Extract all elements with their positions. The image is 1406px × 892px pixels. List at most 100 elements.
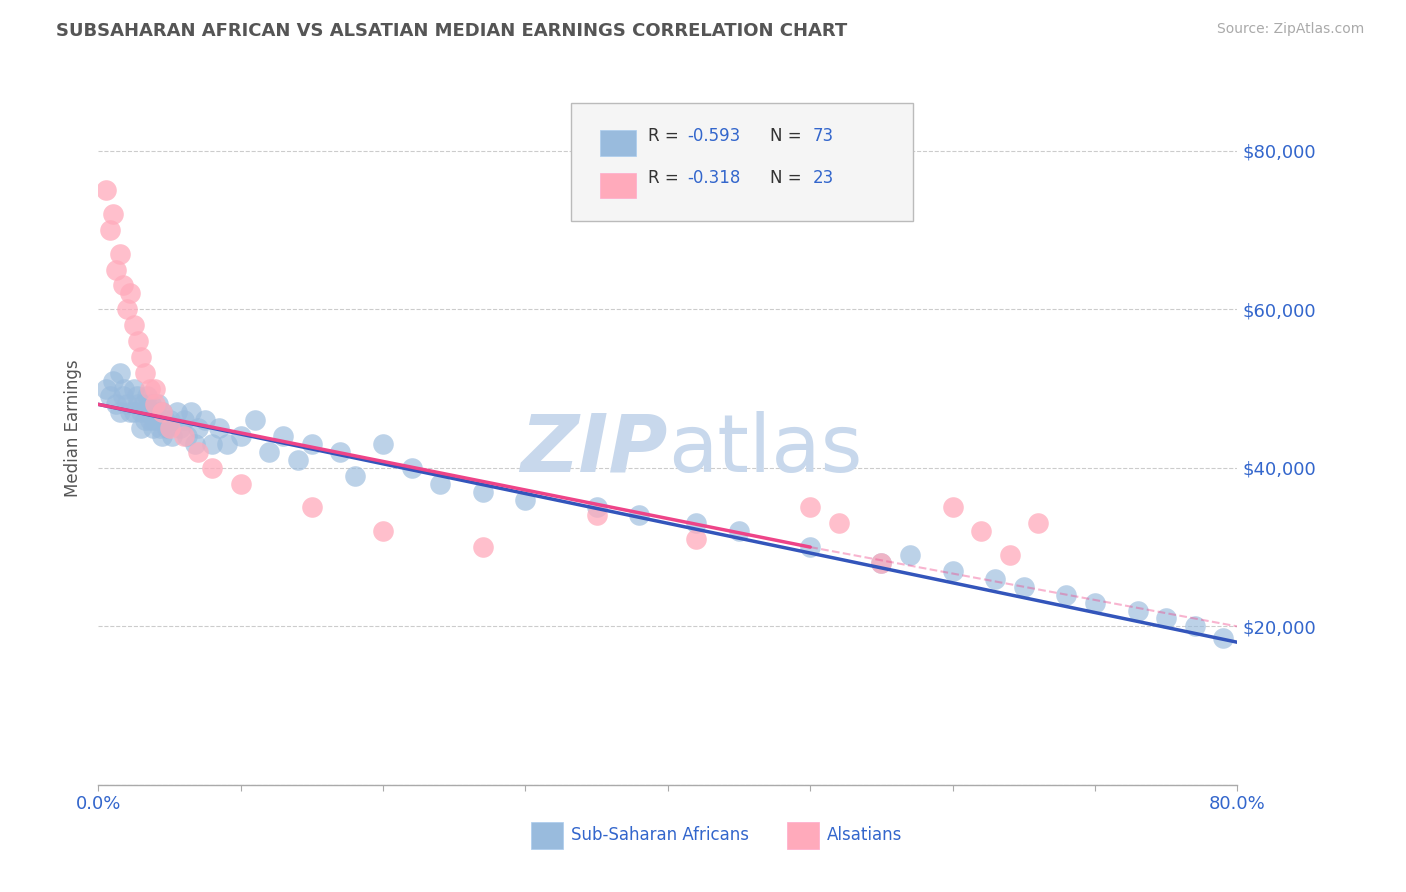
Point	[184, 437, 207, 451]
FancyBboxPatch shape	[571, 103, 912, 221]
Point	[229, 476, 252, 491]
Point	[287, 453, 309, 467]
Text: atlas: atlas	[668, 410, 862, 489]
Point	[104, 397, 127, 411]
Point	[1126, 603, 1149, 617]
Point	[169, 421, 191, 435]
Point	[998, 548, 1021, 562]
Point	[108, 366, 131, 380]
Point	[162, 429, 184, 443]
Point	[129, 405, 152, 419]
Point	[173, 413, 195, 427]
Point	[585, 508, 607, 523]
Y-axis label: Median Earnings: Median Earnings	[65, 359, 83, 497]
Point	[301, 500, 323, 515]
Point	[970, 524, 993, 539]
Text: N =: N =	[770, 127, 801, 145]
Point	[149, 421, 172, 435]
Point	[145, 405, 167, 419]
Text: -0.318: -0.318	[688, 169, 741, 187]
Point	[94, 183, 117, 197]
Point	[134, 366, 156, 380]
Point	[129, 350, 152, 364]
Point	[870, 556, 893, 570]
Point	[156, 421, 179, 435]
Text: 73: 73	[813, 127, 834, 145]
Point	[187, 445, 209, 459]
Point	[94, 382, 117, 396]
Point	[118, 405, 141, 419]
Point	[799, 540, 821, 554]
Point	[122, 318, 145, 332]
Point	[180, 405, 202, 419]
Point	[111, 278, 134, 293]
Point	[101, 374, 124, 388]
Point	[373, 524, 395, 539]
Point	[187, 421, 209, 435]
Point	[145, 413, 167, 427]
Point	[942, 500, 965, 515]
Point	[141, 421, 163, 435]
Point	[401, 460, 423, 475]
Point	[201, 460, 224, 475]
FancyBboxPatch shape	[531, 822, 562, 849]
Point	[112, 382, 135, 396]
Point	[1154, 611, 1177, 625]
Point	[101, 207, 124, 221]
Point	[145, 397, 167, 411]
Point	[176, 429, 198, 443]
Text: R =: R =	[648, 127, 679, 145]
Text: -0.593: -0.593	[688, 127, 741, 145]
Point	[127, 334, 149, 348]
Point	[799, 500, 821, 515]
Point	[127, 397, 149, 411]
Point	[139, 397, 162, 411]
Point	[870, 556, 893, 570]
Point	[728, 524, 751, 539]
Point	[122, 405, 145, 419]
Point	[215, 437, 238, 451]
Point	[136, 405, 159, 419]
Text: N =: N =	[770, 169, 801, 187]
Point	[115, 397, 138, 411]
Point	[111, 389, 134, 403]
Point	[166, 405, 188, 419]
Point	[122, 382, 145, 396]
Point	[984, 572, 1007, 586]
Point	[1212, 632, 1234, 646]
Point	[104, 262, 127, 277]
Point	[132, 397, 155, 411]
Point	[628, 508, 651, 523]
Point	[229, 429, 252, 443]
Point	[115, 302, 138, 317]
Point	[259, 445, 281, 459]
Point	[152, 405, 174, 419]
Point	[98, 389, 121, 403]
Text: Alsatians: Alsatians	[827, 826, 903, 844]
Point	[429, 476, 451, 491]
Point	[343, 468, 366, 483]
Point	[108, 246, 131, 260]
Point	[194, 413, 217, 427]
Point	[329, 445, 352, 459]
Text: 23: 23	[813, 169, 834, 187]
FancyBboxPatch shape	[599, 173, 636, 198]
Point	[159, 421, 181, 435]
Point	[1026, 516, 1049, 531]
Point	[1012, 580, 1035, 594]
Point	[98, 223, 121, 237]
Point	[471, 484, 494, 499]
Text: Source: ZipAtlas.com: Source: ZipAtlas.com	[1216, 22, 1364, 37]
Point	[243, 413, 266, 427]
Point	[108, 405, 131, 419]
Point	[471, 540, 494, 554]
Point	[585, 500, 607, 515]
Point	[118, 286, 141, 301]
Point	[138, 413, 160, 427]
Point	[125, 389, 148, 403]
Text: Sub-Saharan Africans: Sub-Saharan Africans	[571, 826, 749, 844]
Point	[134, 413, 156, 427]
Point	[373, 437, 395, 451]
Point	[138, 382, 160, 396]
Point	[898, 548, 921, 562]
